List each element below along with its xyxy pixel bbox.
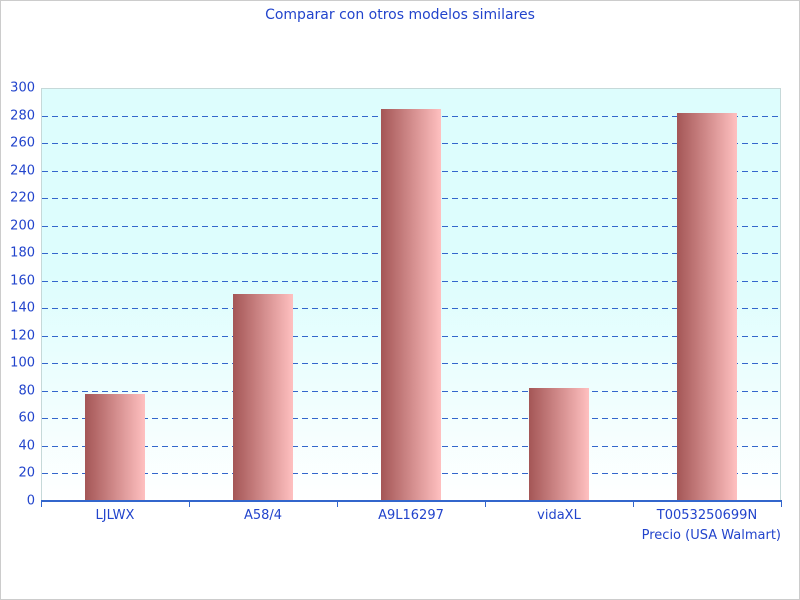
y-axis-label-280: 280 xyxy=(10,108,35,124)
y-axis-label-220: 220 xyxy=(10,190,35,206)
x-axis-title: Precio (USA Walmart) xyxy=(641,528,781,543)
x-axis-label-vidaXL: vidaXL xyxy=(537,508,581,523)
x-axis-tick-2 xyxy=(337,502,338,507)
x-axis-tick-1 xyxy=(189,502,190,507)
y-axis-label-20: 20 xyxy=(18,465,35,481)
x-axis-tick-3 xyxy=(485,502,486,507)
x-axis-label-A58/4: A58/4 xyxy=(243,508,283,523)
y-axis-label-80: 80 xyxy=(18,383,35,399)
y-axis-label-120: 120 xyxy=(10,328,35,344)
x-axis-tick-5 xyxy=(781,502,782,507)
y-axis-label-300: 300 xyxy=(10,80,35,96)
bar-vidaXL xyxy=(529,388,589,501)
y-axis-label-260: 260 xyxy=(10,135,35,151)
bar-A58/4 xyxy=(233,294,293,501)
x-axis-tick-4 xyxy=(633,502,634,507)
y-axis-label-0: 0 xyxy=(26,493,35,509)
bar-T0053250699N xyxy=(677,113,737,501)
y-axis-label-60: 60 xyxy=(18,410,35,426)
y-axis-label-180: 180 xyxy=(10,245,35,261)
y-axis-label-40: 40 xyxy=(18,438,35,454)
y-axis-label-240: 240 xyxy=(10,163,35,179)
x-axis-line xyxy=(41,500,782,502)
bar-LJLWX xyxy=(85,394,145,501)
y-axis-label-100: 100 xyxy=(10,355,35,371)
bar-A9L16297 xyxy=(381,109,441,501)
y-axis-label-140: 140 xyxy=(10,300,35,316)
y-axis-label-160: 160 xyxy=(10,273,35,289)
y-axis-label-200: 200 xyxy=(10,218,35,234)
x-axis-label-A9L16297: A9L16297 xyxy=(378,508,444,523)
x-axis-tick-0 xyxy=(41,502,42,507)
chart-title: Comparar con otros modelos similares xyxy=(265,7,535,23)
x-axis-label-LJLWX: LJLWX xyxy=(95,508,135,523)
x-axis-label-T0053250699N: T0053250699N xyxy=(656,508,758,523)
